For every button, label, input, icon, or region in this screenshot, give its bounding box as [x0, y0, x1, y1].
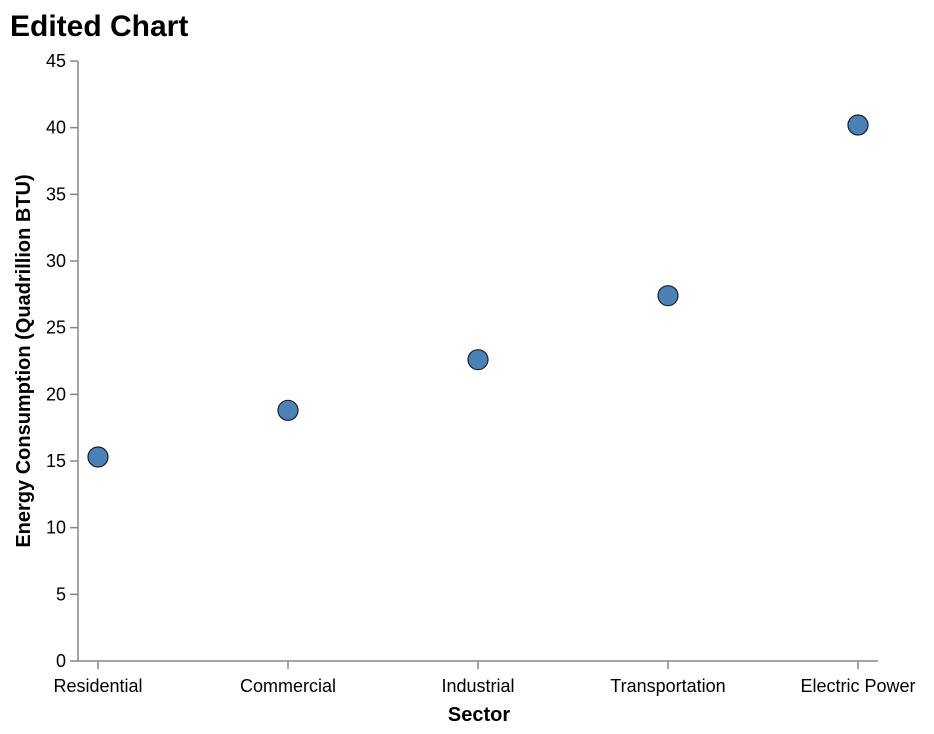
x-tick-label: Commercial [240, 676, 336, 696]
data-point [87, 446, 109, 468]
x-tick-label: Industrial [441, 676, 514, 696]
y-tick-label: 35 [46, 184, 66, 204]
x-axis: Residential Commercial Industrial Transport… [53, 660, 916, 696]
y-tick-label: 25 [46, 318, 66, 338]
y-tick-label: 15 [46, 451, 66, 471]
y-axis-title: Energy Consumption (Quadrillion BTU) [13, 174, 35, 547]
x-tick-label: Transportation [610, 676, 725, 696]
x-tick-label: Electric Power [800, 676, 915, 696]
y-axis: 0 5 10 15 20 25 30 35 40 45 [46, 51, 79, 671]
data-point [467, 349, 489, 371]
y-tick-label: 40 [46, 118, 66, 138]
y-tick-label: 45 [46, 51, 66, 71]
data-points [87, 114, 869, 468]
y-tick-label: 30 [46, 251, 66, 271]
chart-title: Edited Chart [10, 10, 188, 43]
x-axis-title: Sector [448, 704, 510, 726]
data-point [277, 399, 299, 421]
data-point [657, 285, 679, 307]
data-point [847, 114, 869, 136]
y-tick-label: 10 [46, 518, 66, 538]
y-tick-label: 20 [46, 384, 66, 404]
y-tick-label: 0 [56, 651, 66, 671]
x-tick-label: Residential [53, 676, 142, 696]
y-tick-label: 5 [56, 584, 66, 604]
